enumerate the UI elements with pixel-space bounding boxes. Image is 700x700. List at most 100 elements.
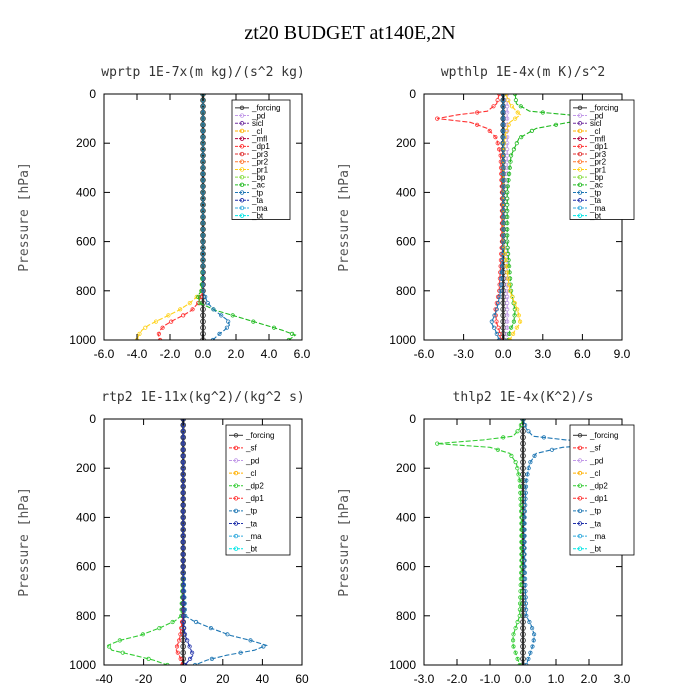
legend-marker: [577, 159, 583, 164]
legend-label: _bt: [589, 545, 602, 554]
series-marker-ta: [181, 478, 186, 483]
y-axis-label: Pressure [hPa]: [337, 487, 352, 597]
series-marker-dp1: [496, 147, 502, 152]
series-marker-tp: [501, 128, 506, 133]
series-marker-ac: [507, 331, 512, 336]
x-tick-label: 9.0: [614, 347, 631, 361]
series-marker-tp: [501, 159, 506, 164]
series-marker-pr1: [506, 122, 511, 127]
series-marker-pr1: [178, 307, 183, 312]
series-marker-dp2: [518, 490, 523, 495]
legend-marker: [239, 213, 245, 218]
legend-marker: [239, 190, 245, 195]
series-marker-pr1: [507, 288, 512, 293]
series-marker-forcing: [180, 649, 187, 656]
series-marker-pd: [505, 116, 510, 121]
series-marker-tp: [200, 171, 206, 176]
legend-label: _ta: [589, 196, 602, 205]
series-marker-ta: [181, 453, 186, 458]
legend-label: _dp1: [245, 494, 264, 503]
legend-marker: [239, 182, 245, 188]
series-marker-ac: [508, 288, 514, 293]
panel-title: wprtp 1E-7x(m kg)/(s^2 kg): [101, 65, 305, 80]
legend-marker: [577, 433, 583, 438]
series-marker-ac: [507, 165, 512, 170]
series-marker-tp: [211, 307, 216, 312]
legend-marker: [577, 533, 583, 539]
y-tick-label: 400: [76, 510, 96, 524]
series-marker-forcing: [520, 649, 526, 656]
legend-label: _cl: [251, 127, 262, 136]
series-marker-pd: [505, 165, 510, 170]
series-marker-pr1: [502, 251, 507, 256]
series-marker-forcing: [520, 643, 526, 650]
legend-label: _forcing: [251, 104, 280, 113]
series-marker-tp: [529, 625, 535, 631]
series-marker-forcing: [520, 453, 526, 459]
legend-marker: [239, 105, 245, 111]
series-marker-ta: [181, 472, 186, 477]
legend-label: _cl: [589, 469, 600, 478]
y-tick-label: 800: [76, 284, 96, 298]
series-marker-ta: [181, 484, 186, 489]
series-marker-forcing: [520, 625, 526, 631]
series-marker-tp: [498, 282, 503, 287]
series-marker-forcing: [200, 306, 206, 313]
series-marker-ac: [511, 147, 517, 152]
series-marker-ta: [182, 632, 188, 637]
series-marker-pr1: [512, 116, 518, 121]
legend-marker: [233, 546, 239, 551]
series-marker-tp: [501, 214, 506, 220]
panel-title: rtp2 1E-11x(kg^2)/(kg^2 s): [101, 390, 305, 405]
x-tick-label: -6.0: [94, 347, 115, 361]
legend-label: _tp: [589, 188, 602, 197]
legend-marker: [577, 121, 583, 126]
series-marker-pr1: [143, 325, 148, 330]
series-marker-tp: [501, 196, 506, 201]
series-marker-ta: [181, 447, 186, 452]
series-marker-tp: [194, 619, 199, 625]
series-marker-tp: [492, 313, 497, 318]
series-marker-tp: [526, 466, 531, 471]
series-marker-tp: [501, 116, 506, 121]
series-marker-tp: [217, 331, 222, 336]
y-tick-label: 200: [76, 136, 96, 150]
series-marker-ta: [181, 570, 186, 575]
series-marker-tp: [500, 257, 505, 263]
y-tick-label: 600: [396, 560, 416, 574]
series-marker-dp1: [497, 331, 502, 336]
legend-marker: [239, 159, 245, 164]
series-marker-forcing: [520, 637, 526, 644]
series-marker-dp1: [175, 650, 180, 655]
series-marker-ac: [514, 141, 519, 146]
series-marker-dp2: [518, 422, 524, 428]
legend-label: _pd: [245, 456, 259, 465]
series-marker-dp2: [435, 441, 440, 446]
series-marker-tp: [248, 638, 253, 643]
series-marker-tp: [203, 294, 208, 299]
series-group: [435, 419, 621, 665]
legend-label: _pd: [589, 111, 603, 120]
series-marker-ta: [182, 625, 187, 631]
series-marker-forcing: [180, 631, 187, 638]
series-marker-dp1: [494, 300, 499, 306]
series-marker-forcing: [520, 459, 526, 465]
legend-label: _mfl: [589, 134, 605, 143]
series-marker-forcing: [520, 440, 526, 447]
series-marker-ac: [505, 221, 510, 226]
series-marker-pd: [505, 325, 510, 330]
legend-label: _sf: [245, 444, 257, 453]
x-tick-label: 3.0: [614, 672, 631, 686]
y-tick-label: 1000: [69, 333, 96, 347]
series-marker-pr1: [515, 110, 520, 115]
series-line-ac: [506, 94, 622, 340]
series-marker-tp: [522, 521, 527, 526]
x-tick-label: 0.0: [515, 672, 532, 686]
panel-rtp2: rtp2 1E-11x(kg^2)/(kg^2 s) Pressure [hPa]…: [17, 390, 309, 686]
series-marker-tp: [501, 153, 506, 158]
legend-label: _ta: [589, 519, 602, 528]
series-marker-ta: [181, 509, 186, 514]
legend-marker: [239, 167, 245, 172]
legend-marker: [577, 521, 583, 526]
series-marker-tp: [200, 264, 206, 269]
